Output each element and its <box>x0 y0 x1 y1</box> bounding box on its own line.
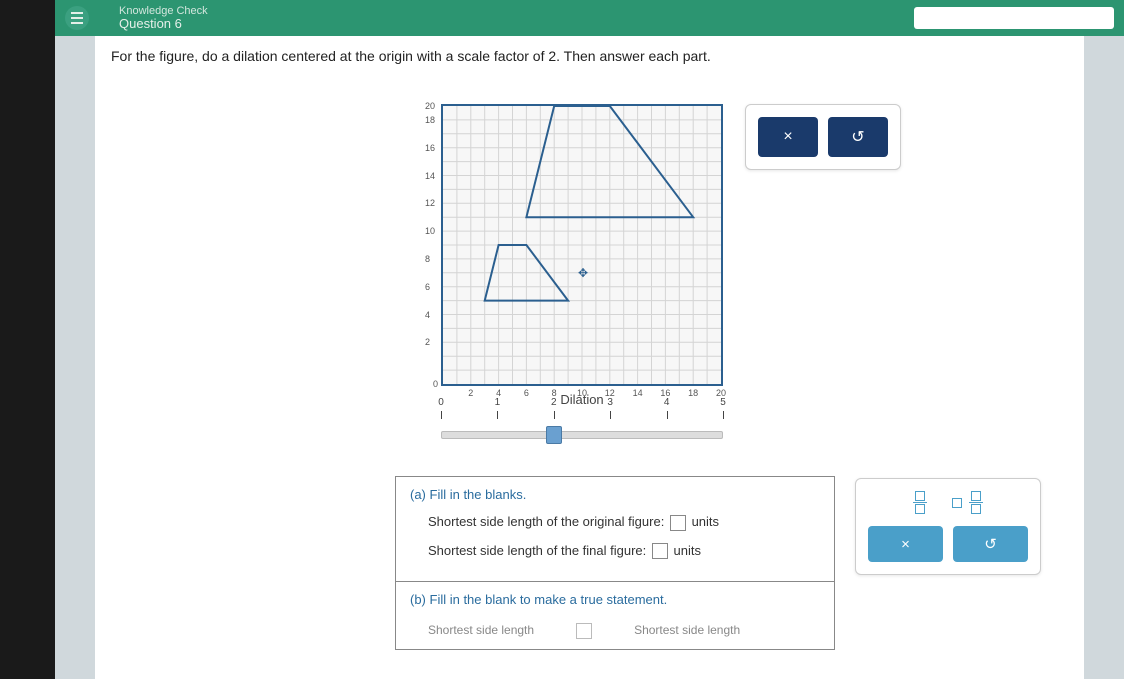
undo-icon: ↺ <box>984 535 997 553</box>
slider-track[interactable] <box>441 431 723 439</box>
undo-icon: ↺ <box>851 127 864 147</box>
header-bar: Knowledge Check Question 6 <box>55 0 1124 36</box>
part-b-partial1: Shortest side length <box>428 623 534 639</box>
clear-button[interactable]: × <box>758 117 818 157</box>
part-b-partial2: Shortest side length <box>634 623 740 639</box>
grid-svg <box>443 106 721 384</box>
close-icon: × <box>783 128 792 146</box>
menu-icon[interactable] <box>65 6 89 30</box>
part-b-label: (b) Fill in the blank to make a true sta… <box>410 592 820 607</box>
dilation-slider[interactable]: 0 1 2 3 4 5 <box>441 411 723 451</box>
part-b: (b) Fill in the blank to make a true sta… <box>396 581 834 649</box>
graph-cursor-icon: ✥ <box>578 266 588 280</box>
header-title: Question 6 <box>119 17 208 31</box>
question-text: For the figure, do a dilation centered a… <box>111 48 1068 64</box>
mixed-fraction-button[interactable] <box>952 491 988 514</box>
header-titles: Knowledge Check Question 6 <box>119 5 208 31</box>
answer-box: (a) Fill in the blanks. Shortest side le… <box>395 476 835 650</box>
tool-reset-button[interactable]: ↺ <box>953 526 1028 562</box>
graph-controls: × ↺ <box>745 104 901 170</box>
header-input-box[interactable] <box>914 7 1114 29</box>
part-a-line2: Shortest side length of the final figure… <box>428 543 820 560</box>
blank-input-final[interactable] <box>652 543 668 559</box>
part-a-label: (a) Fill in the blanks. <box>410 487 820 502</box>
fraction-button[interactable] <box>908 491 932 514</box>
blank-input-relation[interactable] <box>576 623 592 639</box>
slider-thumb[interactable] <box>546 426 562 444</box>
blank-input-original[interactable] <box>670 515 686 531</box>
part-a-line1: Shortest side length of the original fig… <box>428 514 820 531</box>
graph-area: 20 18 16 14 12 10 8 6 4 2 0 2 4 6 8 10 1… <box>441 104 723 444</box>
content-area: For the figure, do a dilation centered a… <box>95 36 1084 679</box>
close-icon: × <box>901 536 910 553</box>
header-subtitle: Knowledge Check <box>119 5 208 17</box>
coordinate-grid[interactable]: 20 18 16 14 12 10 8 6 4 2 0 2 4 6 8 10 1… <box>441 104 723 386</box>
reset-button[interactable]: ↺ <box>828 117 888 157</box>
math-tools-panel: × ↺ <box>855 478 1041 575</box>
screen-edge <box>0 0 55 679</box>
part-a: (a) Fill in the blanks. Shortest side le… <box>396 477 834 581</box>
tool-clear-button[interactable]: × <box>868 526 943 562</box>
page-container: Knowledge Check Question 6 For the figur… <box>55 0 1124 679</box>
